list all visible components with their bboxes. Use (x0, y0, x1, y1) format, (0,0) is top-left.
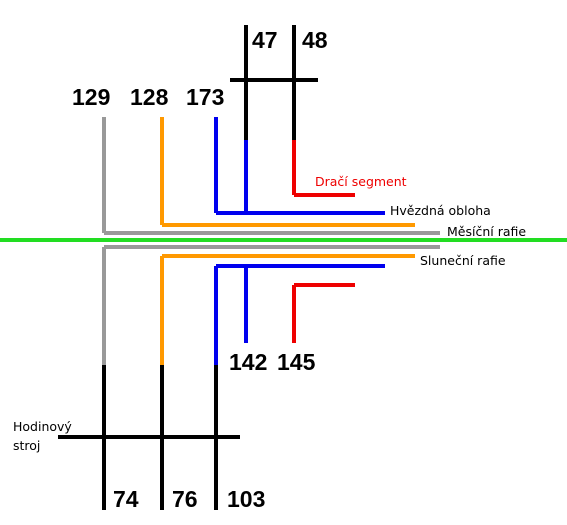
track-number: 74 (113, 486, 139, 512)
clockwork-label: Hodinový (13, 419, 72, 434)
track-number: 76 (172, 486, 198, 512)
track-number: 128 (130, 84, 169, 110)
segment-label: Sluneční rafie (420, 253, 506, 268)
track-number: 48 (302, 27, 328, 53)
segment-label: Hvězdná obloha (390, 203, 491, 218)
track-number: 173 (186, 84, 224, 110)
segment-label: Dračí segment (315, 174, 407, 189)
clockwork-label: stroj (13, 438, 40, 453)
track-number: 103 (227, 486, 265, 512)
track-number: 142 (229, 349, 267, 375)
track-number: 129 (72, 84, 110, 110)
segment-label: Měsíční rafie (447, 224, 526, 239)
track-number: 47 (252, 27, 278, 53)
tracks (0, 25, 567, 510)
track-number: 145 (277, 349, 316, 375)
